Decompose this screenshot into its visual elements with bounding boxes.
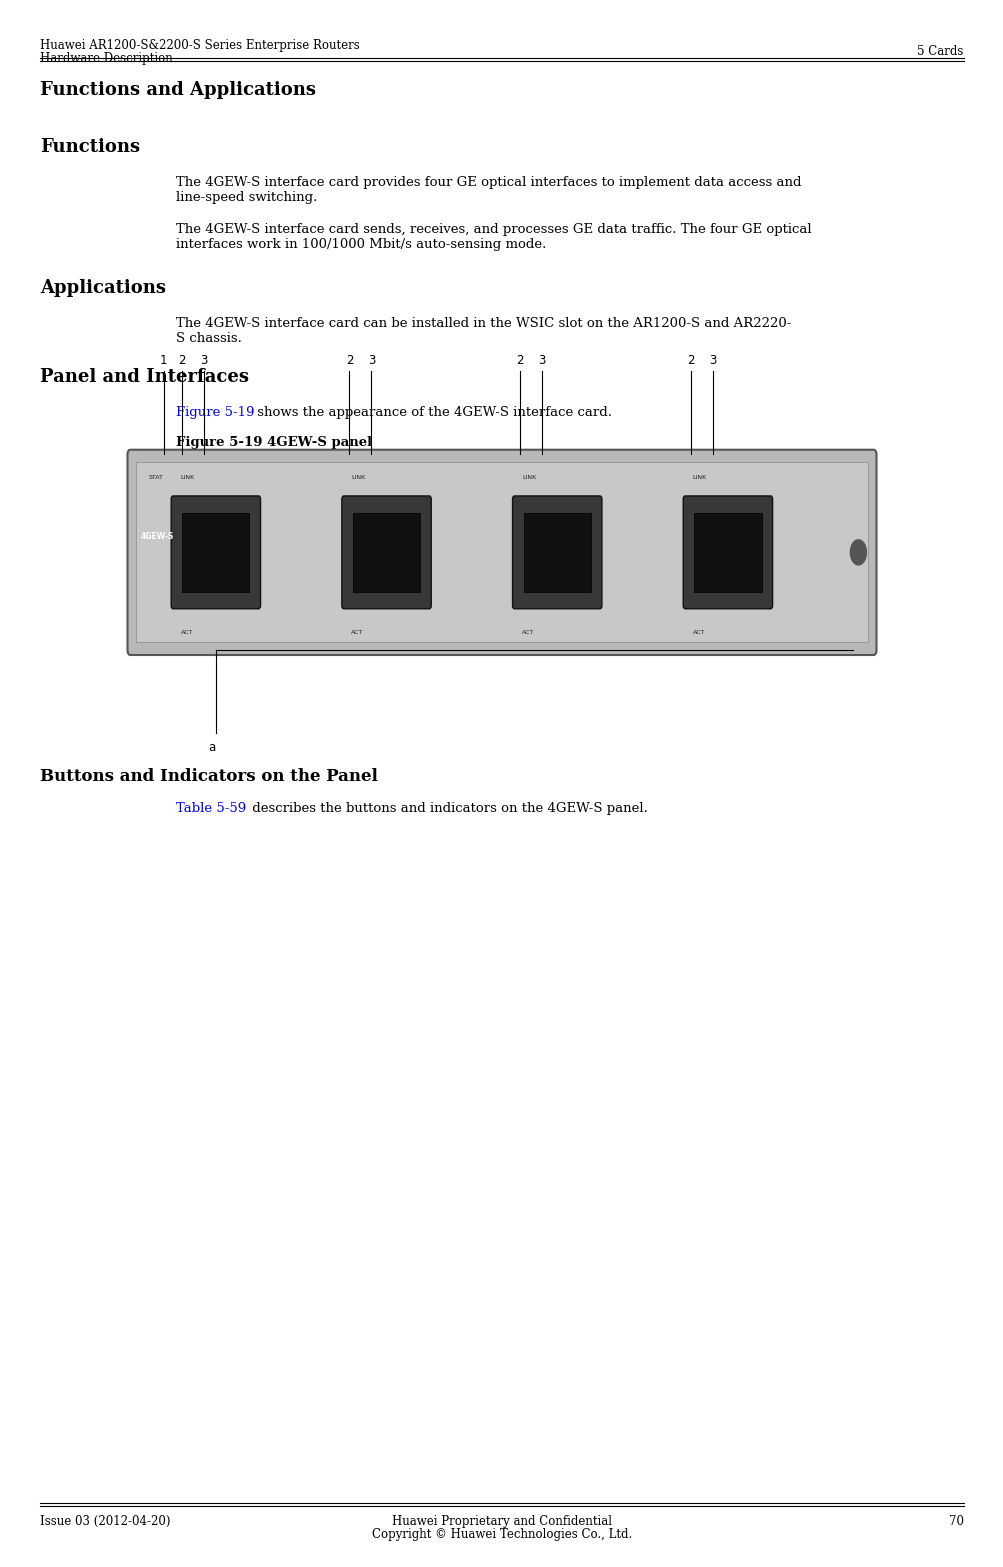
Bar xyxy=(182,514,249,592)
Text: LINK: LINK xyxy=(181,475,195,480)
Bar xyxy=(135,462,868,642)
Text: a: a xyxy=(208,741,216,754)
Text: Functions: Functions xyxy=(40,138,140,155)
Text: 1: 1 xyxy=(159,354,168,367)
Text: 2: 2 xyxy=(516,354,524,367)
Text: Buttons and Indicators on the Panel: Buttons and Indicators on the Panel xyxy=(40,768,378,785)
Text: ACT: ACT xyxy=(692,630,704,635)
Text: 70: 70 xyxy=(948,1515,963,1528)
Text: Functions and Applications: Functions and Applications xyxy=(40,81,316,99)
Text: LINK: LINK xyxy=(351,475,365,480)
Text: LINK: LINK xyxy=(692,475,706,480)
FancyBboxPatch shape xyxy=(682,497,771,610)
Text: 5 Cards: 5 Cards xyxy=(917,45,963,58)
Text: Table 5-59: Table 5-59 xyxy=(176,802,246,815)
Text: 3: 3 xyxy=(367,354,375,367)
Text: 2: 2 xyxy=(178,354,186,367)
FancyBboxPatch shape xyxy=(127,450,876,655)
FancyBboxPatch shape xyxy=(171,497,261,610)
Text: Copyright © Huawei Technologies Co., Ltd.: Copyright © Huawei Technologies Co., Ltd… xyxy=(371,1528,632,1540)
Circle shape xyxy=(850,541,866,566)
Text: shows the appearance of the 4GEW-S interface card.: shows the appearance of the 4GEW-S inter… xyxy=(253,406,612,418)
Text: 2: 2 xyxy=(345,354,353,367)
Text: Hardware Description: Hardware Description xyxy=(40,52,173,64)
Bar xyxy=(524,514,590,592)
Text: Issue 03 (2012-04-20): Issue 03 (2012-04-20) xyxy=(40,1515,171,1528)
Text: ACT: ACT xyxy=(522,630,534,635)
Text: Huawei Proprietary and Confidential: Huawei Proprietary and Confidential xyxy=(391,1515,612,1528)
Text: The 4GEW-S interface card sends, receives, and processes GE data traffic. The fo: The 4GEW-S interface card sends, receive… xyxy=(176,223,810,251)
Text: 2: 2 xyxy=(686,354,694,367)
Text: ACT: ACT xyxy=(351,630,363,635)
Text: 3: 3 xyxy=(538,354,546,367)
Text: The 4GEW-S interface card can be installed in the WSIC slot on the AR1200-S and : The 4GEW-S interface card can be install… xyxy=(176,317,790,345)
Text: STAT: STAT xyxy=(148,475,163,480)
Text: Figure 5-19: Figure 5-19 xyxy=(176,406,254,418)
Text: Panel and Interfaces: Panel and Interfaces xyxy=(40,368,249,385)
Text: Applications: Applications xyxy=(40,279,165,296)
Text: Figure 5-19 4GEW-S panel: Figure 5-19 4GEW-S panel xyxy=(176,436,371,448)
Text: Huawei AR1200-S&2200-S Series Enterprise Routers: Huawei AR1200-S&2200-S Series Enterprise… xyxy=(40,39,359,52)
Text: The 4GEW-S interface card provides four GE optical interfaces to implement data : The 4GEW-S interface card provides four … xyxy=(176,176,800,204)
Text: 3: 3 xyxy=(200,354,208,367)
Bar xyxy=(353,514,419,592)
Text: ACT: ACT xyxy=(181,630,193,635)
Text: 3: 3 xyxy=(708,354,716,367)
Bar xyxy=(694,514,760,592)
FancyBboxPatch shape xyxy=(513,497,602,610)
Text: LINK: LINK xyxy=(522,475,536,480)
Text: 4GEW-S: 4GEW-S xyxy=(140,533,174,541)
FancyBboxPatch shape xyxy=(341,497,431,610)
Text: describes the buttons and indicators on the 4GEW-S panel.: describes the buttons and indicators on … xyxy=(248,802,647,815)
